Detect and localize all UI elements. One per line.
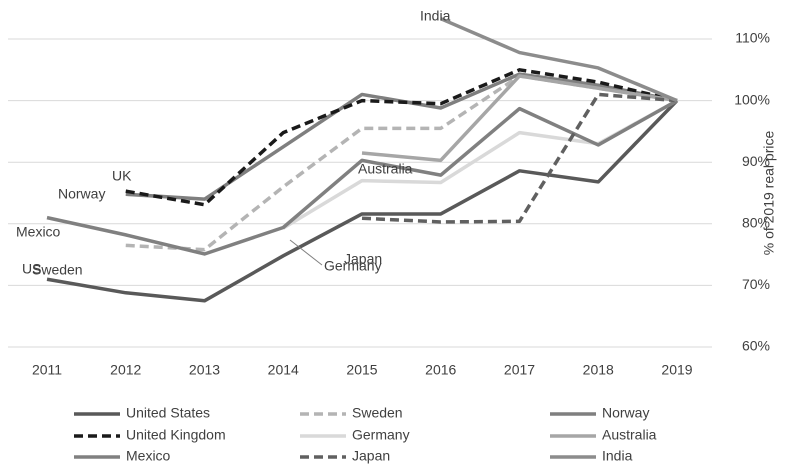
series-line: [440, 17, 678, 103]
annotation: India: [420, 8, 451, 24]
legend-label: Sweden: [352, 405, 403, 421]
legend-label: Japan: [352, 448, 390, 464]
series-line: [361, 74, 678, 163]
y-tick-label: 90%: [742, 153, 770, 169]
legend-label: Australia: [602, 427, 657, 443]
annotation-leader: [289, 239, 323, 266]
annotation: Sweden: [32, 262, 83, 278]
x-tick-label: 2017: [504, 362, 535, 378]
legend-label: Mexico: [126, 448, 171, 464]
y-axis-label: % of 2019 real price: [761, 131, 777, 256]
annotation: Australia: [358, 161, 413, 177]
series-line: [125, 68, 678, 207]
x-tick-label: 2018: [583, 362, 614, 378]
annotation: Mexico: [16, 224, 61, 240]
x-tick-label: 2015: [346, 362, 377, 378]
legend-label: Germany: [352, 427, 410, 443]
x-tick-label: 2013: [189, 362, 220, 378]
x-tick-label: 2016: [425, 362, 456, 378]
y-tick-label: 70%: [742, 276, 770, 292]
legend-label: Norway: [602, 405, 649, 421]
legend-label: United States: [126, 405, 210, 421]
series-line: [46, 99, 679, 303]
y-tick-label: 80%: [742, 215, 770, 231]
annotation: Germany: [324, 258, 382, 274]
annotation: Norway: [58, 186, 105, 202]
x-tick-label: 2019: [661, 362, 692, 378]
legend-label: India: [602, 448, 633, 464]
x-tick-label: 2012: [110, 362, 141, 378]
series-line: [361, 92, 678, 224]
y-tick-label: 110%: [735, 30, 770, 46]
legend-label: United Kingdom: [126, 427, 226, 443]
x-tick-label: 2011: [32, 362, 62, 378]
annotation: UK: [112, 168, 132, 184]
annotation: Japan: [344, 251, 382, 267]
annotation: US: [22, 261, 41, 277]
series-line: [46, 99, 678, 256]
y-tick-label: 60%: [742, 338, 770, 354]
y-tick-label: 100%: [734, 91, 770, 107]
x-tick-label: 2014: [268, 362, 299, 378]
